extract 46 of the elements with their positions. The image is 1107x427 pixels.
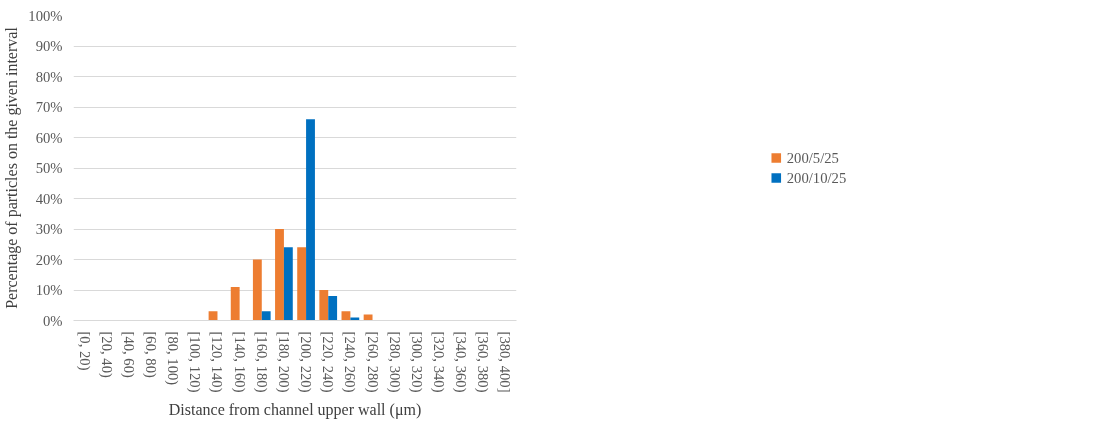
legend-label: 200/5/25 <box>786 149 839 166</box>
bar <box>319 290 329 321</box>
x-tick-label: [80, 100) <box>164 331 182 386</box>
bar <box>275 229 284 321</box>
x-tick-label: [60, 80) <box>142 331 160 379</box>
legend-label: 200/10/25 <box>786 169 847 186</box>
y-tick-label: 80% <box>35 68 63 85</box>
x-tick-label: [360, 380) <box>474 331 492 393</box>
x-tick-label: [240, 260) <box>341 331 359 393</box>
y-tick-label: 30% <box>35 221 63 237</box>
bar <box>328 296 338 321</box>
bar <box>261 311 271 321</box>
x-tick-label: [40, 60) <box>119 331 137 379</box>
bar <box>252 259 262 321</box>
bar <box>363 314 373 321</box>
x-tick-label: [160, 180) <box>252 331 270 393</box>
y-tick-label: 70% <box>35 99 63 115</box>
y-axis-title: Percentage of particles on the given interval <box>3 26 22 309</box>
x-axis-title: Distance from channel upper wall (μm) <box>168 400 422 419</box>
bar <box>283 247 293 321</box>
bar <box>350 317 360 321</box>
x-tick-label: [140, 160) <box>230 331 248 393</box>
x-tick-label: [300, 320) <box>407 331 425 393</box>
x-tick-label: [380, 400] <box>497 331 514 393</box>
x-tick-label: [280, 300) <box>385 331 403 393</box>
x-tick-label: [260, 280) <box>363 331 381 393</box>
y-tick-label: 10% <box>35 282 63 298</box>
y-tick-label: 0% <box>42 312 63 329</box>
y-tick-label: 90% <box>35 38 63 54</box>
y-tick-label: 40% <box>35 190 63 207</box>
y-tick-label: 60% <box>35 129 63 146</box>
x-tick-label: [200, 220) <box>297 331 315 393</box>
x-tick-label: [320, 340) <box>429 331 447 393</box>
x-tick-label: [100, 120) <box>186 331 204 393</box>
y-tick-label: 20% <box>35 251 63 268</box>
x-tick-label: [340, 360) <box>452 331 470 393</box>
x-tick-label: [120, 140) <box>208 331 226 393</box>
x-tick-label: [180, 200) <box>274 331 292 393</box>
bar <box>306 119 315 321</box>
x-tick-label: [220, 240) <box>319 331 337 393</box>
bar <box>230 286 240 321</box>
x-tick-label: [20, 40) <box>97 331 115 379</box>
y-tick-label: 100% <box>28 7 63 24</box>
bar <box>297 247 307 321</box>
x-tick-label: [0, 20) <box>75 331 93 371</box>
y-tick-label: 50% <box>35 160 63 176</box>
